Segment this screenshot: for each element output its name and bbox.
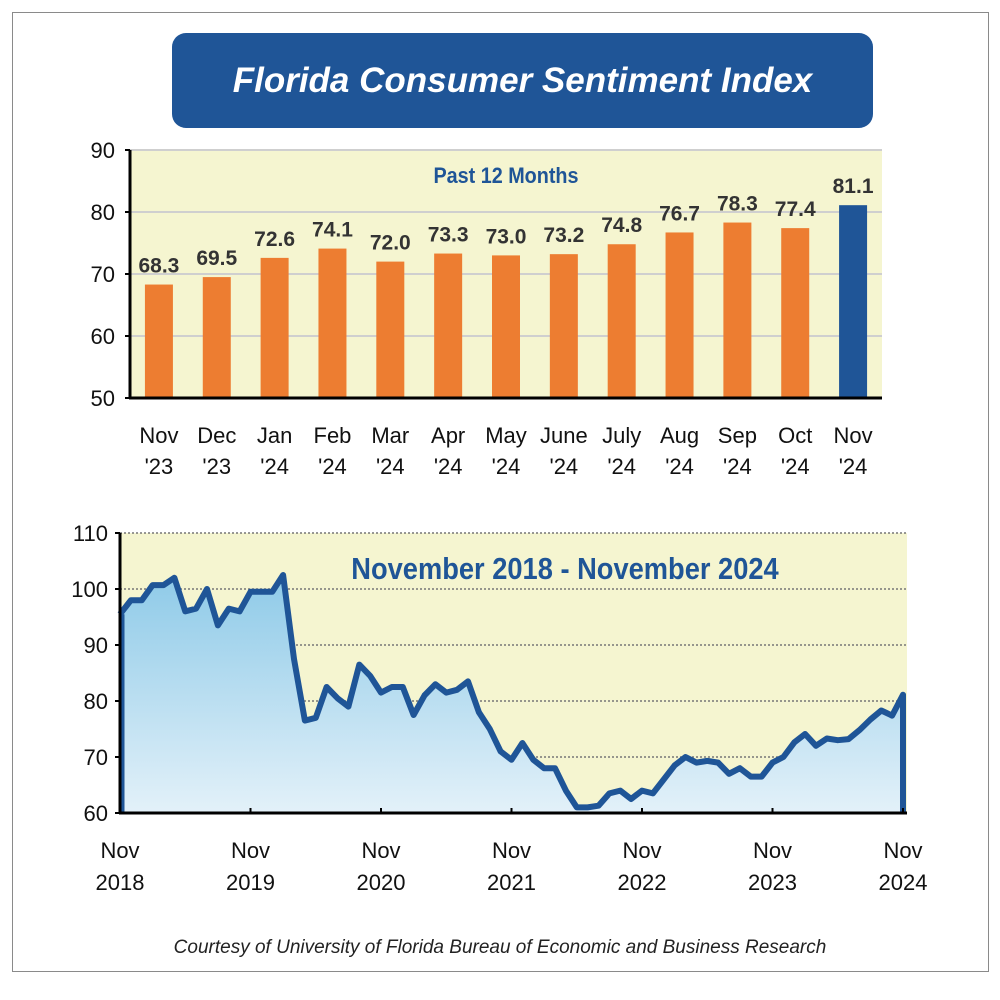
x-tick-label-month: Dec (197, 423, 236, 448)
data-label: 77.4 (775, 198, 816, 221)
data-label: 73.0 (486, 225, 527, 248)
x-tick-label-month: May (485, 423, 527, 448)
title-banner: Florida Consumer Sentiment Index (172, 33, 873, 128)
x-tick-label-year: '24 (607, 454, 636, 479)
x-tick-label-month: Sep (718, 423, 757, 448)
y-tick-label: 90 (91, 138, 115, 163)
bar (549, 254, 578, 398)
credit-text: Courtesy of University of Florida Bureau… (173, 937, 827, 958)
x-tick-label-month: Feb (314, 423, 352, 448)
data-label: 69.5 (196, 247, 237, 270)
chart-frame (12, 12, 989, 972)
x-tick-label-year: '24 (318, 454, 347, 479)
data-label: 72.0 (370, 232, 411, 255)
x-tick-label-month: June (540, 423, 588, 448)
data-label: 74.1 (312, 219, 353, 242)
y-tick-label: 80 (91, 200, 115, 225)
x-tick-label-month: Nov (139, 423, 178, 448)
bar (434, 253, 463, 398)
bar (202, 277, 231, 398)
data-label: 81.1 (833, 175, 874, 198)
y-tick-label: 60 (91, 324, 115, 349)
x-tick-label-year: '24 (260, 454, 289, 479)
x-tick-label-month: Oct (778, 423, 812, 448)
data-label: 72.6 (254, 228, 295, 251)
x-tick-label-year: '24 (781, 454, 810, 479)
data-label: 74.8 (601, 214, 642, 237)
y-tick-label: 70 (91, 262, 115, 287)
x-tick-label-year: '24 (839, 454, 868, 479)
bar (781, 228, 810, 398)
bar (144, 284, 173, 398)
bar (318, 248, 347, 398)
bar (260, 257, 289, 398)
x-tick-label-month: July (602, 423, 641, 448)
x-tick-label-month: Apr (431, 423, 465, 448)
y-tick-label: 50 (91, 386, 115, 411)
bar (665, 232, 694, 398)
x-tick-label-month: Aug (660, 423, 699, 448)
x-tick-label-month: Jan (257, 423, 292, 448)
data-label: 73.2 (543, 224, 584, 247)
bar (376, 261, 405, 398)
x-tick-label-year: '24 (492, 454, 521, 479)
data-label: 76.7 (659, 202, 700, 225)
data-label: 68.3 (138, 255, 179, 278)
bar (607, 244, 636, 398)
bar (723, 222, 752, 398)
x-tick-label-year: '23 (145, 454, 174, 479)
data-label: 73.3 (428, 224, 469, 247)
data-label: 78.3 (717, 193, 758, 216)
x-tick-label-month: Mar (371, 423, 409, 448)
bar (492, 255, 520, 398)
x-tick-label-year: '23 (202, 454, 231, 479)
x-tick-label-year: '24 (376, 454, 405, 479)
chart-subtitle: Past 12 Months (433, 164, 578, 188)
chart-title: Florida Consumer Sentiment Index (232, 60, 813, 100)
x-tick-label-month: Nov (834, 423, 873, 448)
bar (839, 205, 868, 398)
x-tick-label-year: '24 (550, 454, 579, 479)
x-tick-label-year: '24 (665, 454, 694, 479)
x-tick-label-year: '24 (723, 454, 752, 479)
x-tick-label-year: '24 (434, 454, 463, 479)
